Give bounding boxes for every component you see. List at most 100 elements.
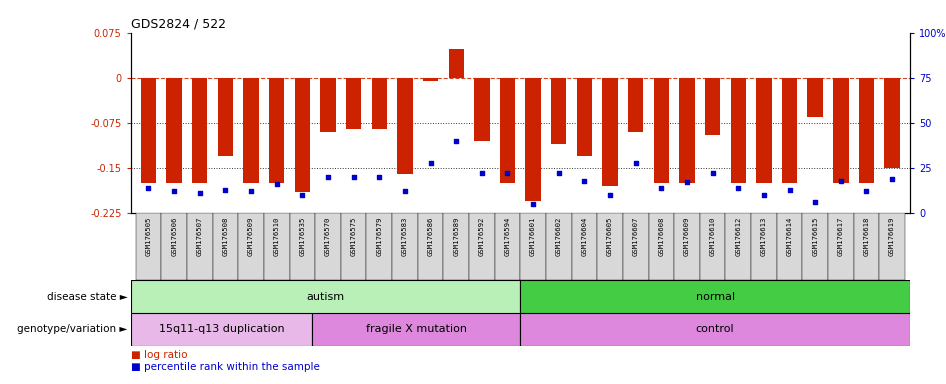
Text: GSM176609: GSM176609	[684, 217, 690, 256]
Point	[859, 189, 874, 195]
Bar	[726, 213, 751, 280]
Point	[218, 187, 233, 193]
Bar	[166, 78, 182, 183]
Text: GSM176586: GSM176586	[428, 217, 433, 256]
Bar	[495, 213, 520, 280]
Bar	[649, 213, 674, 280]
Text: GSM176594: GSM176594	[504, 217, 511, 256]
Text: GSM176618: GSM176618	[864, 217, 869, 256]
Point	[756, 192, 771, 198]
Text: GSM176605: GSM176605	[607, 217, 613, 256]
Bar	[833, 78, 849, 183]
Bar	[269, 78, 285, 183]
Bar	[423, 78, 438, 81]
Text: GSM176575: GSM176575	[351, 217, 357, 256]
Bar	[392, 213, 418, 280]
Bar	[474, 78, 489, 141]
Bar	[853, 213, 879, 280]
Bar	[238, 213, 264, 280]
Bar	[397, 78, 412, 174]
Bar	[187, 213, 213, 280]
Point	[192, 190, 207, 196]
Text: autism: autism	[307, 291, 344, 302]
Point	[321, 174, 336, 180]
Bar	[705, 78, 720, 135]
Text: GSM176507: GSM176507	[197, 217, 202, 256]
Bar	[628, 78, 643, 132]
Text: ■ percentile rank within the sample: ■ percentile rank within the sample	[131, 362, 320, 372]
Text: GSM176601: GSM176601	[530, 217, 536, 256]
Point	[141, 185, 156, 191]
Text: GSM176607: GSM176607	[633, 217, 639, 256]
Bar	[777, 213, 802, 280]
Text: fragile X mutation: fragile X mutation	[366, 324, 467, 334]
Bar	[372, 78, 387, 129]
Text: GSM176506: GSM176506	[171, 217, 177, 256]
Bar	[859, 78, 874, 183]
Bar	[756, 78, 772, 183]
Point	[885, 176, 900, 182]
Bar	[264, 213, 289, 280]
Bar	[700, 213, 726, 280]
Text: disease state ►: disease state ►	[47, 291, 128, 302]
Text: GSM176608: GSM176608	[658, 217, 664, 256]
Text: GSM176510: GSM176510	[273, 217, 280, 256]
Point	[730, 185, 745, 191]
Point	[397, 189, 412, 195]
Text: GSM176583: GSM176583	[402, 217, 408, 256]
Point	[833, 177, 849, 184]
Text: GSM176592: GSM176592	[479, 217, 485, 256]
Point	[295, 192, 310, 198]
Bar	[418, 213, 444, 280]
Bar	[879, 213, 905, 280]
Text: GSM176619: GSM176619	[889, 217, 895, 256]
Bar	[131, 280, 520, 313]
Point	[423, 159, 438, 166]
Point	[603, 192, 618, 198]
Text: GSM176612: GSM176612	[735, 217, 742, 256]
Point	[243, 189, 258, 195]
Point	[269, 181, 284, 187]
Bar	[654, 78, 669, 183]
Point	[654, 185, 669, 191]
Text: GSM176589: GSM176589	[453, 217, 459, 256]
Point	[577, 177, 592, 184]
Point	[526, 201, 541, 207]
Text: GSM176509: GSM176509	[248, 217, 254, 256]
Bar	[294, 78, 310, 192]
Bar	[885, 78, 900, 168]
Bar	[603, 78, 618, 186]
Bar	[315, 213, 341, 280]
Text: GSM176602: GSM176602	[555, 217, 562, 256]
Bar	[243, 78, 259, 183]
Text: 15q11-q13 duplication: 15q11-q13 duplication	[159, 324, 285, 334]
Bar	[781, 78, 797, 183]
Point	[448, 138, 464, 144]
Bar	[802, 213, 828, 280]
Bar	[444, 213, 469, 280]
Text: GSM176610: GSM176610	[710, 217, 715, 256]
Text: control: control	[696, 324, 734, 334]
Text: GSM176535: GSM176535	[299, 217, 306, 256]
Bar	[730, 78, 746, 183]
Text: GSM176579: GSM176579	[377, 217, 382, 256]
Point	[499, 170, 515, 177]
Text: GSM176615: GSM176615	[813, 217, 818, 256]
Bar	[366, 213, 392, 280]
Text: ■ log ratio: ■ log ratio	[131, 350, 187, 360]
Text: GSM176505: GSM176505	[146, 217, 151, 256]
Point	[552, 170, 567, 177]
Bar	[808, 78, 823, 117]
Bar	[312, 313, 520, 346]
Point	[166, 189, 182, 195]
Bar	[679, 78, 694, 183]
Bar	[213, 213, 238, 280]
Point	[679, 179, 694, 185]
Bar	[520, 213, 546, 280]
Text: genotype/variation ►: genotype/variation ►	[17, 324, 128, 334]
Bar	[751, 213, 777, 280]
Point	[782, 187, 797, 193]
Bar	[571, 213, 597, 280]
Text: GSM176604: GSM176604	[582, 217, 587, 256]
Bar	[520, 280, 910, 313]
